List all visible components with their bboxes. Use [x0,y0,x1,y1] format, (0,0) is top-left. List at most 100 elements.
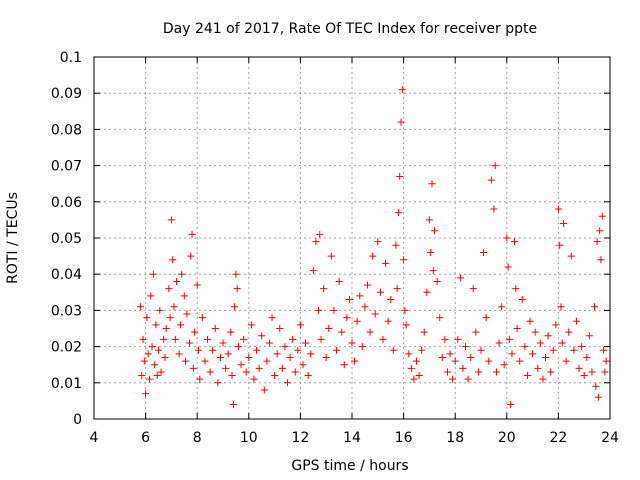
data-point [142,390,150,398]
data-point [335,277,343,285]
data-point [552,321,560,329]
data-point [348,339,356,347]
y-axis-label: ROTI / TECUs [5,192,21,284]
data-point [322,353,330,361]
data-point [309,267,317,275]
data-point [425,216,433,224]
data-point [193,281,201,289]
data-point [436,314,444,322]
data-point [591,303,599,311]
data-point [206,368,214,376]
data-point [507,401,515,409]
data-point [544,332,552,340]
data-point [556,241,564,249]
data-point [258,332,266,340]
data-point [462,343,470,351]
x-tick-label: 16 [395,430,413,446]
data-point [410,375,418,383]
data-point [316,230,324,238]
data-point [196,375,204,383]
data-point [191,328,199,336]
y-tick-label: 0.05 [51,231,82,247]
data-point [588,368,596,376]
data-point [356,292,364,300]
data-point [182,357,190,365]
data-point [485,357,493,365]
y-tick-label: 0 [73,412,82,428]
data-point [464,375,472,383]
data-point [232,270,240,278]
x-tick-label: 12 [291,430,309,446]
data-point [296,321,304,329]
axis-ticks: 4 6 8 10 12 14 16 18 20 22 24 0 0.01 0.02 0.03 0.04 0.05… [51,50,619,446]
data-point [400,256,408,264]
data-point [361,303,369,311]
data-point [492,368,500,376]
data-point [330,306,338,314]
data-point [379,335,387,343]
data-point [529,350,537,358]
data-point [405,350,413,358]
data-point [157,368,165,376]
data-point [500,361,508,369]
data-point [299,361,307,369]
data-point [454,335,462,343]
data-point [392,241,400,249]
data-point [204,335,212,343]
data-point [469,285,477,293]
data-point [580,372,588,380]
y-tick-label: 0.02 [51,340,82,356]
data-point [572,317,580,325]
data-point [443,368,451,376]
data-point [343,314,351,322]
data-point [271,372,279,380]
data-point [393,285,401,293]
data-point [353,317,361,325]
data-point [289,335,297,343]
data-point [513,325,521,332]
data-point [227,328,235,336]
data-point [160,335,168,343]
data-point [398,86,406,94]
y-tick-label: 0.09 [51,86,82,102]
data-point [472,328,480,336]
data-point [542,353,549,361]
data-point [536,339,544,347]
data-point [429,267,437,275]
data-point [371,310,379,318]
data-point [351,357,359,365]
data-point [374,238,382,246]
data-point [592,382,600,390]
x-tick-label: 24 [601,430,619,446]
data-point [597,256,605,264]
data-point [480,248,488,256]
data-point [307,350,315,358]
x-tick-label: 8 [193,430,202,446]
data-point [428,180,436,188]
data-point [560,220,568,228]
data-point [338,328,346,336]
data-point [173,277,181,285]
x-tick-label: 20 [498,430,516,446]
data-point [418,346,426,354]
data-point [531,328,539,336]
data-point [601,368,609,376]
data-point [161,353,169,361]
data-point [138,372,146,380]
data-point [224,350,232,358]
data-point [467,353,475,361]
data-point [189,364,197,372]
data-point [183,310,191,318]
data-point [565,328,573,336]
x-tick-label: 14 [343,430,361,446]
data-point [420,328,428,336]
data-point [276,325,284,332]
data-point [156,306,164,314]
data-point [136,303,144,311]
data-point [194,346,202,354]
data-point [214,379,222,387]
data-point [237,361,245,369]
data-point [320,285,328,293]
data-point [558,339,566,347]
